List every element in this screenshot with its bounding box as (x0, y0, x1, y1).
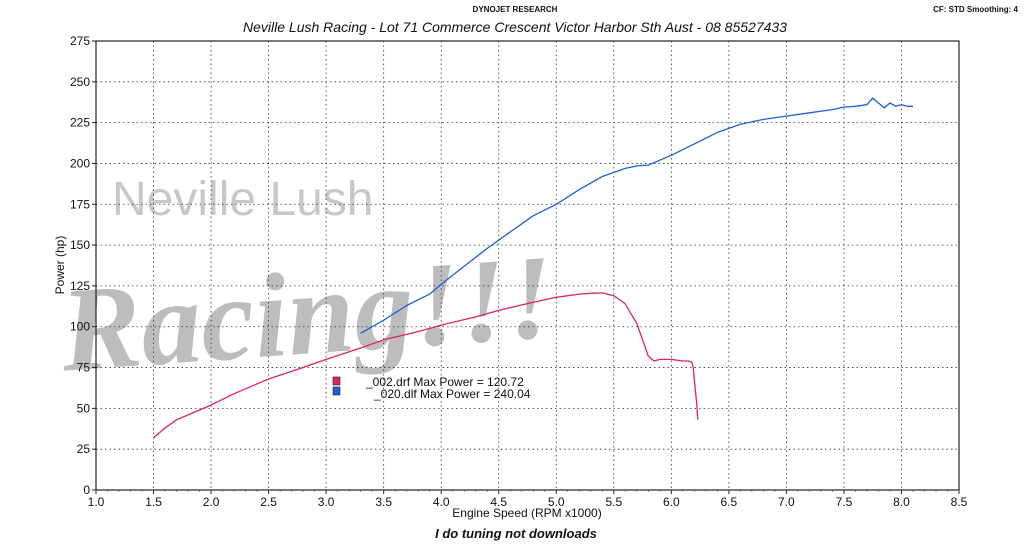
x-tick-label: 2.5 (260, 495, 277, 509)
series-lines (153, 97, 913, 439)
x-tick-label: 7.5 (836, 495, 853, 509)
x-tick-label: 6.0 (663, 495, 680, 509)
y-tick-label: 100 (70, 320, 90, 334)
y-tick-label: 0 (83, 483, 90, 497)
brand-label: DYNOJET RESEARCH (473, 5, 558, 14)
x-tick-label: 1.5 (145, 495, 162, 509)
watermark-line2: Racing!!! (55, 229, 558, 396)
y-tick-label: 75 (77, 361, 91, 375)
y-tick-label: 150 (70, 238, 90, 252)
chart-title: Neville Lush Racing - Lot 71 Commerce Cr… (243, 19, 787, 35)
legend-swatch-002 (332, 376, 341, 386)
y-tick-label: 25 (77, 442, 91, 456)
grid (96, 41, 959, 490)
x-tick-label: 4.0 (433, 495, 450, 509)
legend-swatch-020 (332, 386, 341, 396)
series-line-0 (153, 292, 699, 439)
x-tick-label: 8.0 (893, 495, 910, 509)
x-tick-label: 5.5 (605, 495, 622, 509)
y-tick-label: 175 (70, 197, 90, 211)
legend-label-002: _002.drf Max Power = 120.72 (365, 375, 524, 389)
legend: _002.drf Max Power = 120.72 _020.dlf Max… (332, 375, 531, 401)
x-tick-label: 6.5 (721, 495, 738, 509)
series-line-1 (360, 97, 913, 334)
legend-label-020: _020.dlf Max Power = 240.04 (373, 387, 531, 401)
x-tick-label: 8.5 (951, 495, 968, 509)
y-axis-ticks: 0 25 50 75 100 125 150 175 200 225 250 275 (70, 34, 96, 497)
x-tick-label: 5.0 (548, 495, 565, 509)
settings-label: CF: STD Smoothing: 4 (933, 5, 1018, 14)
plot-frame (95, 40, 960, 491)
x-axis-ticks: 1.0 1.5 2.0 2.5 3.0 3.5 4.0 4.5 5.0 5.5 6.0 6.5 7.0 7… (88, 490, 968, 509)
x-tick-label: 4.5 (490, 495, 507, 509)
x-tick-label: 1.0 (88, 495, 105, 509)
y-tick-label: 275 (70, 34, 90, 48)
footer-note: I do tuning not downloads (435, 526, 597, 541)
y-axis-label: Power (hp) (53, 236, 67, 295)
x-tick-label: 2.0 (203, 495, 220, 509)
x-tick-label: 7.0 (778, 495, 795, 509)
watermark-line1: Neville Lush (112, 173, 373, 226)
y-tick-label: 250 (70, 75, 90, 89)
y-tick-label: 200 (70, 156, 90, 170)
x-axis-label: Engine Speed (RPM x1000) (452, 506, 601, 520)
y-tick-label: 125 (70, 279, 90, 293)
x-tick-label: 3.5 (375, 495, 392, 509)
x-tick-label: 3.0 (318, 495, 335, 509)
y-tick-label: 225 (70, 116, 90, 130)
y-tick-label: 50 (77, 401, 91, 415)
